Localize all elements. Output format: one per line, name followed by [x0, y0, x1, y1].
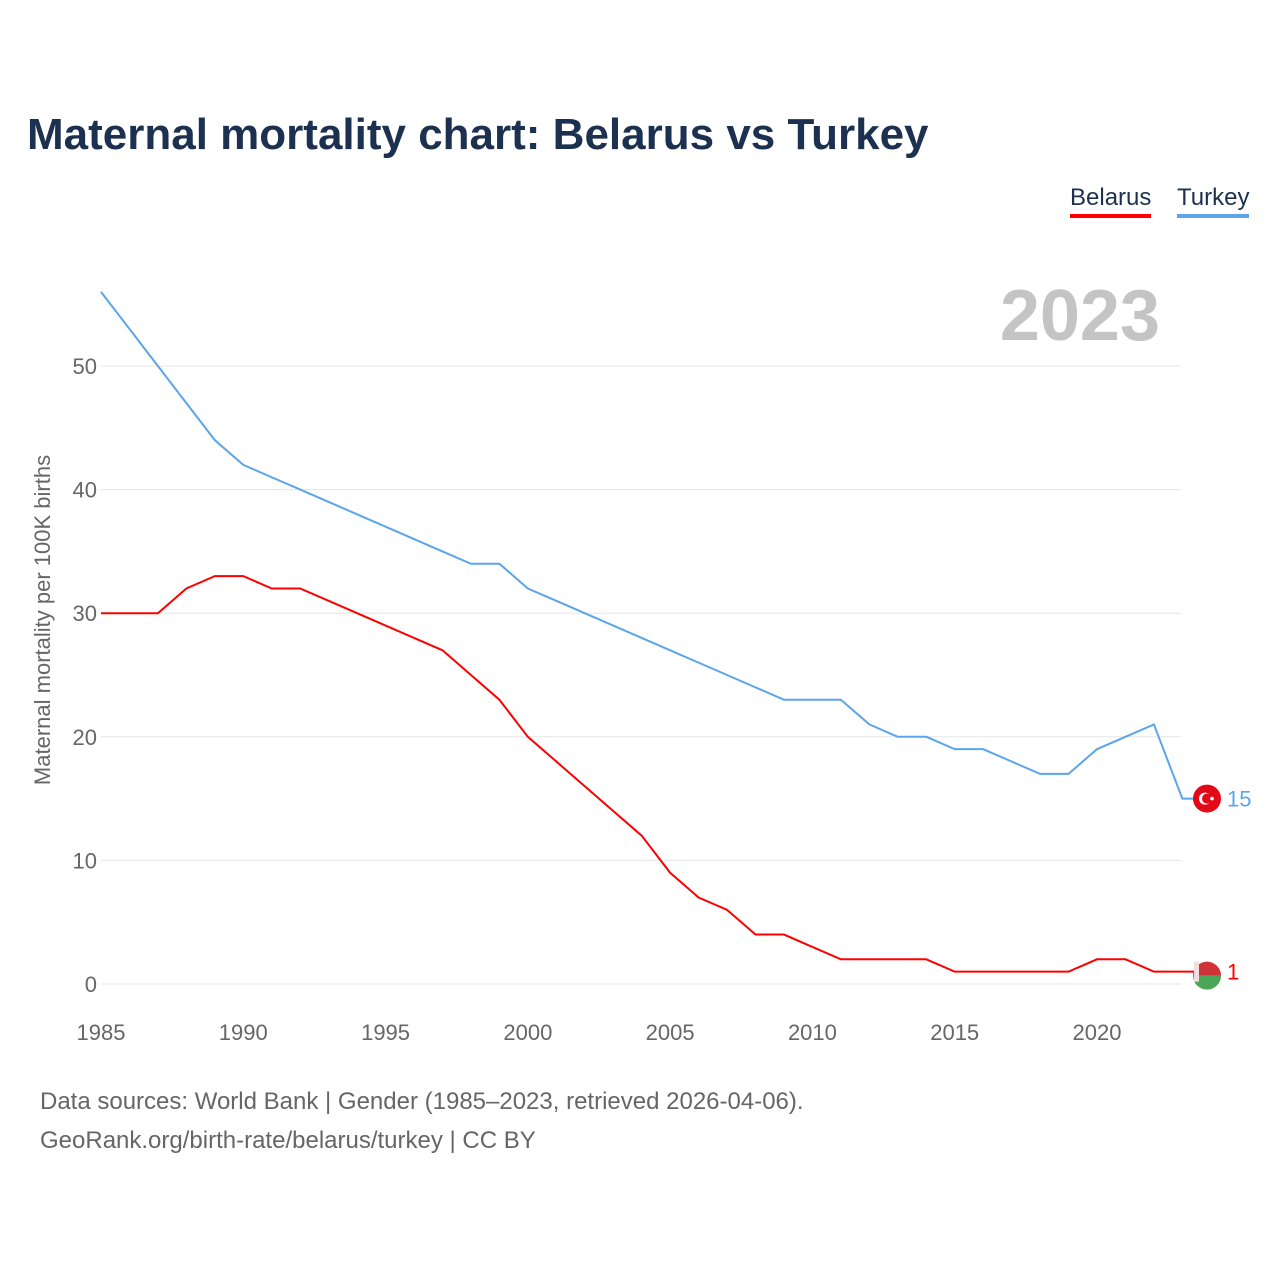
end-value-label-belarus: 1 [1227, 960, 1239, 985]
legend-turkey[interactable]: Turkey [1177, 184, 1250, 218]
belarus-flag-icon [1193, 975, 1221, 990]
chart-title: Maternal mortality chart: Belarus vs Tur… [27, 110, 929, 159]
flag-crescent-cut [1202, 793, 1212, 804]
year-label: 2023 [1000, 276, 1160, 356]
series-line-belarus [101, 575, 1196, 973]
y-tick-label: 0 [85, 972, 97, 997]
x-tick-label: 2010 [788, 1020, 837, 1045]
belarus-flag-red [1193, 961, 1221, 976]
flag-star [1210, 796, 1214, 801]
y-tick-label: 20 [73, 725, 97, 750]
x-tick-label: 2020 [1073, 1020, 1122, 1045]
x-tick-label: 1985 [77, 1020, 126, 1045]
x-tick-label: 2005 [646, 1020, 695, 1045]
end-value-label-turkey: 15 [1227, 787, 1251, 812]
series-line-turkey [100, 291, 1196, 800]
x-tick-label: 2000 [503, 1020, 552, 1045]
y-tick-label: 10 [73, 848, 97, 873]
y-axis-label: Maternal mortality per 100K births [30, 455, 55, 785]
x-tick-label: 1995 [361, 1020, 410, 1045]
y-tick-label: 50 [73, 354, 97, 379]
footer-link[interactable]: GeoRank.org/birth-rate/belarus/turkey | … [40, 1127, 536, 1154]
footer-sources: Data sources: World Bank | Gender (1985–… [40, 1088, 804, 1115]
legend-belarus[interactable]: Belarus [1070, 184, 1152, 218]
x-tick-label: 1990 [219, 1020, 268, 1045]
y-tick-label: 40 [73, 478, 97, 503]
y-tick-label: 30 [73, 601, 97, 626]
belarus-flag-ornament [1194, 961, 1199, 982]
x-tick-label: 2015 [930, 1020, 979, 1045]
